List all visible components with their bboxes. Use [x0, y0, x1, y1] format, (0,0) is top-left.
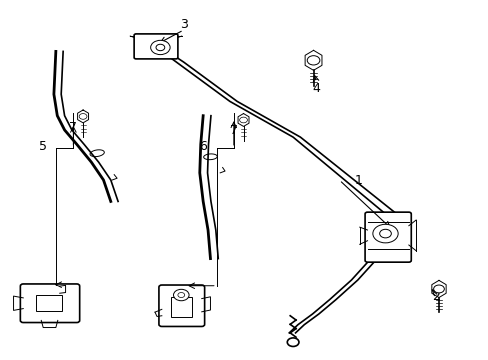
- Circle shape: [173, 289, 189, 301]
- Circle shape: [150, 40, 170, 55]
- Text: 7: 7: [229, 124, 237, 137]
- Circle shape: [287, 338, 298, 346]
- Text: 2: 2: [432, 289, 440, 303]
- FancyBboxPatch shape: [20, 284, 80, 323]
- Circle shape: [372, 224, 397, 243]
- FancyBboxPatch shape: [159, 285, 204, 327]
- Circle shape: [156, 44, 164, 51]
- Bar: [36, 296, 61, 311]
- Circle shape: [79, 113, 87, 119]
- Text: 1: 1: [354, 174, 362, 186]
- FancyBboxPatch shape: [134, 34, 178, 59]
- Circle shape: [379, 229, 390, 238]
- FancyBboxPatch shape: [365, 212, 410, 262]
- Text: 6: 6: [199, 140, 207, 153]
- Text: 3: 3: [180, 18, 187, 31]
- Circle shape: [239, 117, 247, 123]
- Circle shape: [306, 56, 319, 65]
- Text: 4: 4: [312, 82, 320, 95]
- Text: 5: 5: [39, 140, 47, 153]
- Circle shape: [433, 285, 444, 293]
- Text: 7: 7: [69, 121, 77, 134]
- Bar: [170, 297, 192, 317]
- Circle shape: [178, 293, 184, 297]
